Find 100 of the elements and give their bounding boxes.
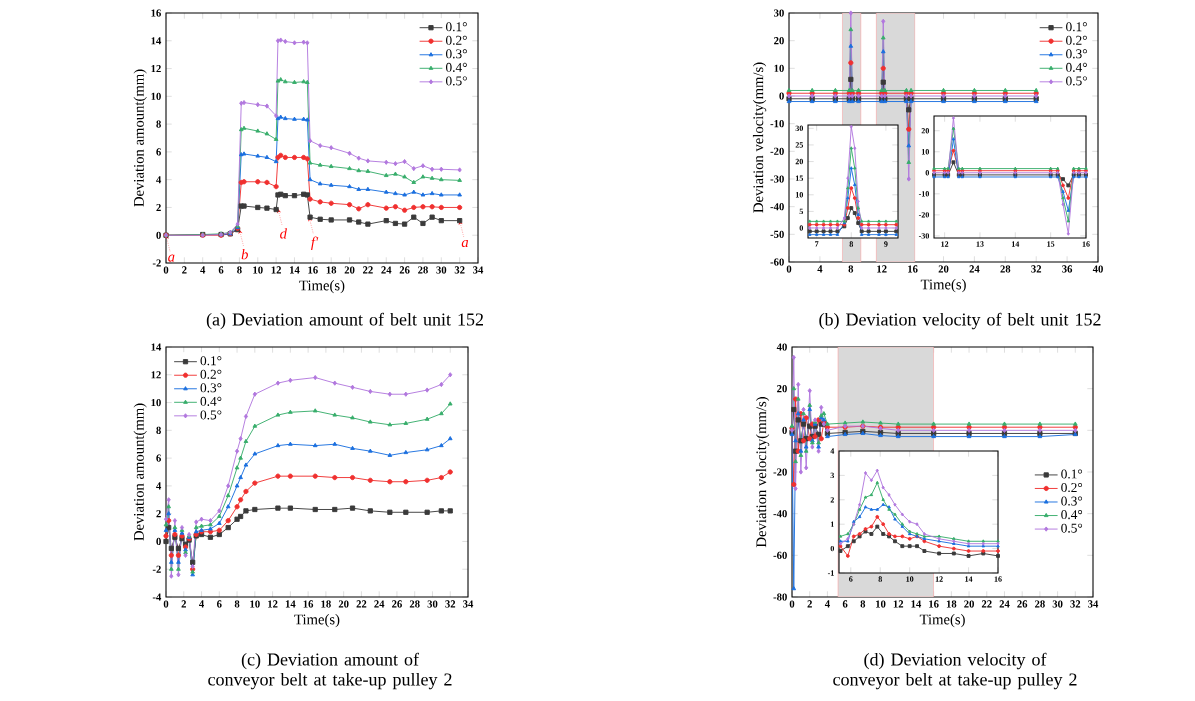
x-tick-label: 12 [893, 600, 904, 608]
y-tick-label: -1 [827, 570, 834, 576]
x-tick-label: 30 [1052, 600, 1063, 608]
y-tick-label: 4 [156, 482, 162, 490]
legend-label: 0.3° [1061, 496, 1083, 506]
x-tick-label: 7 [815, 241, 819, 247]
x-tick-label: 22 [362, 266, 373, 274]
y-axis-title: Deviation amount(mm) [133, 403, 147, 541]
legend-label: 0.2° [1066, 35, 1087, 45]
x-tick-label: 20 [338, 600, 349, 608]
legend-label: 0.1° [1061, 469, 1083, 479]
x-tick-label: 20 [344, 266, 355, 274]
x-tick-label: 0 [786, 265, 792, 273]
x-tick-label: 10 [876, 600, 886, 608]
x-tick-label: 36 [1062, 265, 1073, 273]
x-tick-label: 24 [999, 600, 1010, 608]
x-tick-label: 32 [1031, 265, 1042, 273]
x-tick-label: 34 [473, 266, 484, 274]
x-tick-label: 22 [356, 600, 367, 608]
x-tick-label: 22 [981, 600, 992, 608]
x-tick-label: 6 [849, 576, 853, 582]
legend-label: 0.3° [446, 49, 467, 59]
legend-label: 0.5° [446, 76, 467, 86]
x-tick-label: 16 [303, 600, 314, 608]
legend-label: 0.5° [200, 410, 222, 420]
y-tick-label: 14 [151, 37, 162, 45]
y-tick-label: 40 [776, 343, 787, 351]
y-tick-label: 10 [795, 192, 803, 198]
x-tick-label: 8 [849, 241, 854, 247]
x-tick-label: 0 [789, 600, 795, 608]
x-tick-label: 16 [1082, 241, 1090, 247]
y-tick-label: 0 [799, 225, 803, 231]
y-tick-label: 0 [156, 537, 161, 546]
x-tick-label: 8 [860, 600, 866, 608]
y-tick-label: 4 [830, 448, 835, 454]
y-tick-label: 2 [830, 497, 834, 503]
annotation: a [461, 240, 469, 248]
x-tick-label: 4 [817, 265, 823, 273]
x-tick-label: 34 [463, 600, 474, 608]
x-tick-label: 26 [392, 600, 402, 608]
x-tick-label: 32 [445, 600, 456, 608]
legend-label: 0.3° [1066, 49, 1087, 59]
y-tick-label: 10 [774, 64, 784, 72]
y-tick-label: 0 [156, 231, 161, 239]
legend-label: 0.2° [446, 35, 467, 45]
y-axis-title: Deviation amount(mm) [133, 69, 147, 207]
x-tick-label: 14 [965, 576, 973, 582]
y-tick-label: 20 [795, 158, 803, 165]
y-tick-label: 6 [156, 454, 161, 462]
x-axis-title: Time(s) [299, 280, 345, 294]
y-tick-label: -10 [918, 191, 929, 197]
x-tick-label: 8 [878, 576, 882, 582]
y-tick-label: 20 [777, 385, 787, 393]
x-tick-label: 8 [848, 265, 854, 273]
legend-label: 0.1° [1066, 22, 1087, 32]
y-tick-label: -2 [152, 565, 161, 573]
x-tick-label: 18 [326, 266, 337, 274]
y-tick-label: 8 [156, 426, 161, 434]
x-tick-label: 13 [976, 241, 984, 247]
legend-label: 0.2° [200, 369, 222, 379]
x-tick-label: 28 [409, 600, 420, 608]
y-tick-label: -50 [770, 230, 784, 238]
y-tick-label: -20 [773, 468, 787, 476]
x-tick-label: 6 [216, 600, 222, 608]
y-tick-label: 12 [151, 371, 161, 379]
text: (d) Deviation velocity of conveyor belt at take-up pulley 2 [833, 652, 1077, 690]
x-tick-label: 12 [268, 600, 278, 608]
x-tick-label: 6 [842, 600, 848, 608]
x-axis-title: Time(s) [294, 614, 340, 628]
x-tick-label: 2 [807, 600, 812, 608]
y-tick-label: -60 [770, 258, 784, 266]
x-tick-label: 16 [908, 265, 918, 273]
x-tick-label: 10 [906, 576, 914, 582]
x-tick-label: 2 [182, 266, 187, 274]
x-tick-label: 16 [929, 600, 939, 608]
y-tick-label: -30 [770, 175, 784, 183]
x-tick-label: 28 [418, 266, 428, 274]
legend-label: 0.5° [1061, 523, 1083, 533]
y-tick-label: 3 [830, 472, 835, 479]
y-tick-label: -10 [770, 120, 784, 128]
legend-label: 0.1° [446, 22, 467, 32]
x-tick-label: 28 [1000, 265, 1011, 273]
y-tick-label: -20 [918, 212, 929, 218]
x-tick-label: 18 [946, 600, 957, 608]
x-tick-label: 6 [218, 266, 224, 274]
x-tick-label: 34 [1088, 600, 1099, 608]
y-tick-label: 15 [795, 175, 803, 181]
y-tick-label: -60 [773, 551, 787, 559]
x-axis-title: Time(s) [920, 279, 966, 293]
y-tick-label: -40 [773, 510, 787, 518]
x-tick-label: 24 [381, 266, 392, 274]
x-tick-label: 16 [308, 266, 318, 274]
x-tick-label: 24 [969, 265, 980, 273]
legend-label: 0.5° [1066, 76, 1087, 86]
x-tick-label: 12 [271, 266, 281, 274]
x-tick-label: 14 [1011, 241, 1020, 247]
x-tick-label: 26 [399, 266, 410, 274]
x-tick-label: 2 [181, 600, 186, 608]
y-tick-label: 0 [830, 545, 834, 552]
y-axis-title: Deviation velocity(mm/s) [755, 397, 770, 548]
